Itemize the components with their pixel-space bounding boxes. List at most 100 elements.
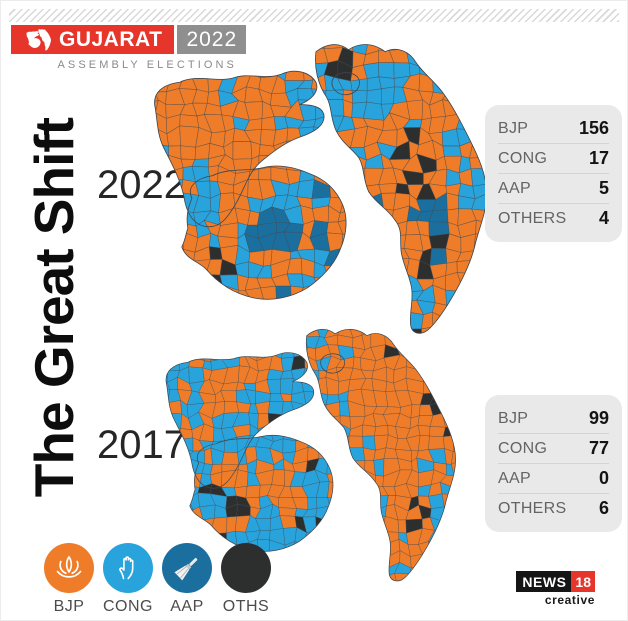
constituency-cell xyxy=(407,573,423,581)
constituency-cell xyxy=(209,335,225,345)
constituency-cell xyxy=(329,170,343,187)
constituency-cell xyxy=(135,248,140,262)
constituency-cell xyxy=(441,550,456,567)
constituency-cell xyxy=(156,219,173,240)
constituency-cell xyxy=(368,316,381,328)
constituency-cell xyxy=(149,435,157,452)
news18-logo-news: NEWS xyxy=(516,571,572,592)
constituency-cell xyxy=(284,297,302,313)
constituency-cell xyxy=(237,342,247,357)
constituency-cell xyxy=(463,328,468,333)
constituency-cell xyxy=(337,260,351,280)
constituency-cell xyxy=(432,60,446,78)
constituency-cell xyxy=(226,516,237,534)
brand-title: GUJARAT xyxy=(59,28,163,51)
constituency-cell xyxy=(165,259,182,278)
constituency-cell xyxy=(465,539,468,557)
constituency-cell xyxy=(268,332,285,348)
constituency-cell xyxy=(440,519,456,534)
constituency-cell xyxy=(326,157,342,174)
constituency-cell xyxy=(267,401,284,415)
constituency-cell xyxy=(442,99,462,117)
constituency-cell xyxy=(302,577,318,581)
constituency-cell xyxy=(410,553,423,569)
constituency-cell xyxy=(281,329,291,338)
seat-count: 17 xyxy=(588,148,609,168)
constituency-cell xyxy=(218,49,238,65)
constituency-cell xyxy=(245,336,261,345)
constituency-cell xyxy=(440,531,456,542)
constituency-cell xyxy=(139,43,153,52)
constituency-cell xyxy=(367,257,381,280)
constituency-cell xyxy=(472,63,487,80)
constituency-cell xyxy=(464,439,468,452)
constituency-cell xyxy=(156,286,171,304)
constituency-cell xyxy=(154,220,158,239)
constituency-cell xyxy=(362,278,384,288)
constituency-cell xyxy=(326,573,339,581)
constituency-cell xyxy=(149,419,157,430)
choropleth-map-2022 xyxy=(135,43,501,334)
constituency-cell xyxy=(324,311,345,330)
constituency-cell xyxy=(287,44,303,49)
state-outline xyxy=(331,72,360,96)
constituency-cell xyxy=(214,329,224,337)
lotus-icon xyxy=(44,543,94,593)
constituency-cell xyxy=(165,63,186,80)
constituency-cell xyxy=(186,329,204,337)
legend-item-cong: CONG xyxy=(103,543,153,616)
constituency-cell xyxy=(428,550,443,567)
constituency-cell xyxy=(460,101,475,119)
constituency-cell xyxy=(451,451,456,465)
constituency-cell xyxy=(446,192,459,211)
legend-item-aap: AAP xyxy=(162,543,212,616)
constituency-cell xyxy=(466,472,468,487)
constituency-cell xyxy=(418,48,438,67)
constituency-cell xyxy=(154,152,157,172)
constituency-cell xyxy=(365,221,381,239)
constituency-cell xyxy=(337,460,354,473)
constituency-cell xyxy=(280,378,294,395)
constituency-cell xyxy=(466,380,468,392)
constituency-cell xyxy=(485,287,487,304)
constituency-cell xyxy=(381,284,397,306)
constituency-cell xyxy=(367,250,378,264)
constituency-cell xyxy=(135,145,142,160)
constituency-cell xyxy=(336,498,355,510)
seat-count: 99 xyxy=(588,408,609,428)
constituency-cell xyxy=(204,284,223,300)
seat-count: 5 xyxy=(598,178,609,198)
constituency-cell xyxy=(154,126,156,147)
constituency-cell xyxy=(249,47,264,66)
constituency-cell xyxy=(472,287,487,304)
constituency-cell xyxy=(500,48,501,68)
constituency-cell xyxy=(464,495,468,506)
constituency-cell xyxy=(135,312,145,328)
constituency-cell xyxy=(190,333,204,346)
constituency-cell xyxy=(349,561,364,580)
constituency-cell xyxy=(287,47,304,65)
constituency-cell xyxy=(192,274,212,290)
constituency-cell xyxy=(191,287,212,303)
constituency-cell xyxy=(275,47,289,61)
constituency-cell xyxy=(233,329,250,339)
constituency-cell xyxy=(349,193,368,210)
constituency-cell xyxy=(455,527,456,540)
constituency-cell xyxy=(316,553,332,569)
constituency-cell xyxy=(359,578,378,581)
constituency-cell xyxy=(135,74,144,94)
constituency-cell xyxy=(275,285,292,305)
constituency-cell xyxy=(389,310,410,330)
constituency-cell xyxy=(205,60,224,80)
constituency-cell xyxy=(166,496,169,511)
constituency-cell xyxy=(349,278,371,292)
constituency-cell xyxy=(149,401,157,419)
constituency-cell xyxy=(451,576,456,581)
constituency-cell xyxy=(358,518,377,535)
constituency-cell xyxy=(358,485,376,498)
constituency-cell xyxy=(474,44,483,55)
constituency-cell xyxy=(397,334,412,350)
constituency-cell xyxy=(303,391,317,406)
constituency-cell xyxy=(474,259,487,275)
